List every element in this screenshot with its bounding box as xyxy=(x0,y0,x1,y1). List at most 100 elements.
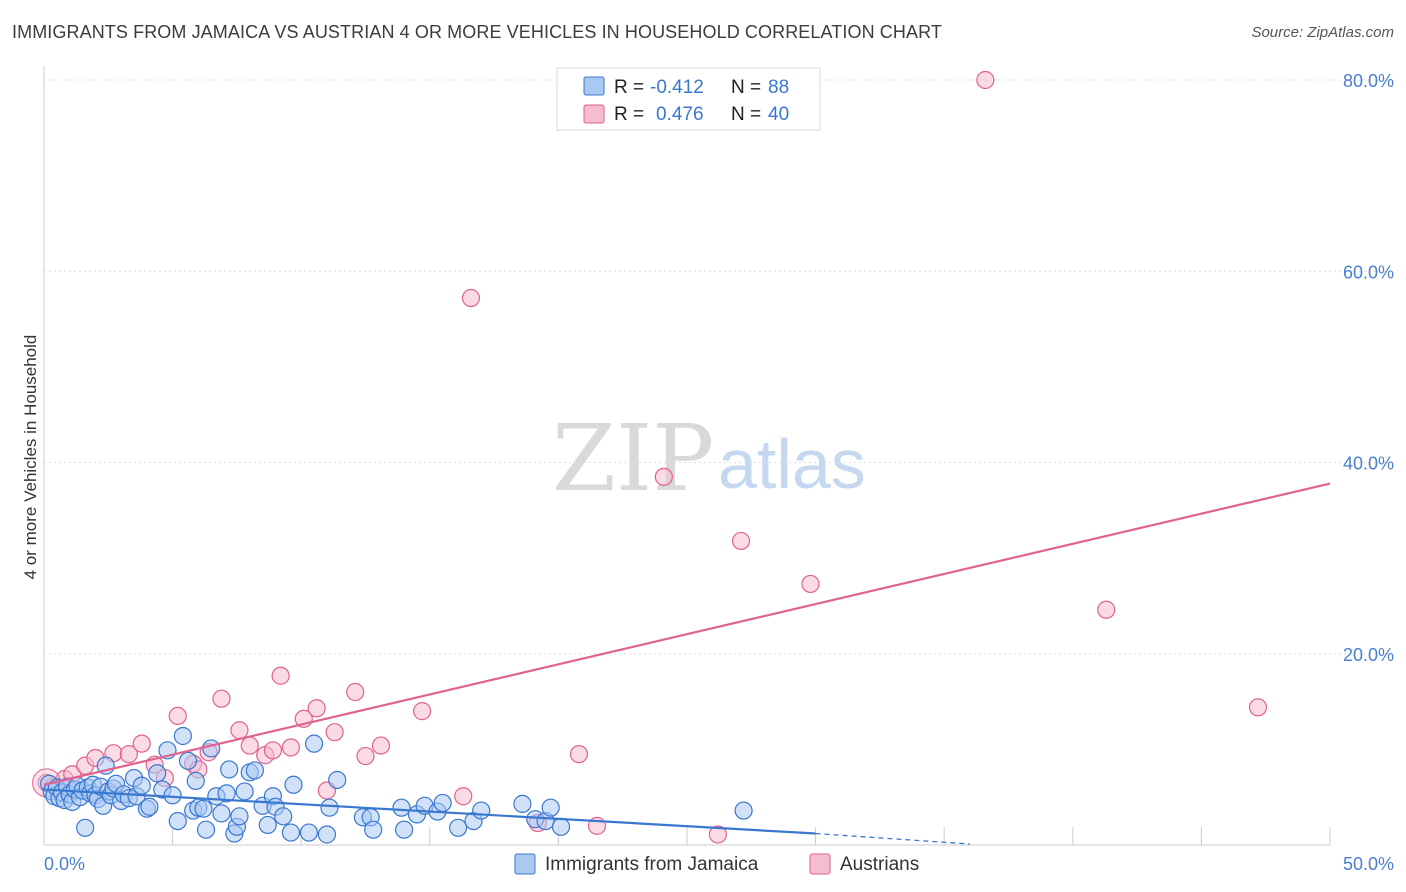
data-point xyxy=(317,825,337,844)
data-point xyxy=(541,798,560,817)
data-point xyxy=(132,776,151,795)
legend-n-label-austrians: N = xyxy=(731,104,761,125)
chart-title: IMMIGRANTS FROM JAMAICA VS AUSTRIAN 4 OR… xyxy=(12,22,942,42)
data-point xyxy=(284,775,303,794)
series-legend-swatch-austrians xyxy=(809,853,831,875)
legend-n-label-jamaica: N = xyxy=(731,77,761,98)
data-point xyxy=(212,689,231,708)
legend-swatch-austrians xyxy=(583,104,605,124)
trend-lines xyxy=(43,482,1331,845)
series-legend-swatch-jamaica xyxy=(514,853,536,875)
source-label: Source: ZipAtlas.com xyxy=(1251,24,1394,41)
data-point xyxy=(371,736,391,755)
data-point xyxy=(1097,600,1116,619)
y-tick-label-40: 40.0% xyxy=(1343,454,1394,474)
data-point xyxy=(569,745,589,764)
data-point xyxy=(433,793,452,813)
x-tick-labels: 0.0% 50.0% xyxy=(44,854,1394,874)
series-legend-label-jamaica: Immigrants from Jamaica xyxy=(545,854,759,875)
trend-line-austrians xyxy=(43,482,1331,786)
y-tick-label-60: 60.0% xyxy=(1343,262,1394,282)
data-point xyxy=(230,807,249,826)
data-point xyxy=(212,804,231,823)
data-point xyxy=(461,288,481,308)
series-legend: Immigrants from Jamaica Austrians xyxy=(514,853,919,875)
data-point xyxy=(346,682,365,702)
data-point xyxy=(235,782,254,801)
data-point xyxy=(194,799,213,818)
data-point xyxy=(119,745,138,764)
data-point xyxy=(263,741,283,760)
data-point xyxy=(364,820,383,839)
data-point xyxy=(320,798,339,817)
data-point xyxy=(196,820,216,839)
data-point xyxy=(186,771,205,791)
data-point xyxy=(513,794,532,813)
data-point xyxy=(304,734,324,753)
data-point xyxy=(801,574,820,594)
data-point xyxy=(551,817,571,836)
data-point xyxy=(731,531,751,551)
x-tick-label-max: 50.0% xyxy=(1343,854,1394,874)
data-point xyxy=(356,746,375,766)
trend-line-jamaica xyxy=(43,788,816,835)
data-point xyxy=(140,797,159,816)
data-point xyxy=(412,702,432,721)
y-tick-label-20: 20.0% xyxy=(1343,645,1394,665)
legend-r-value-jamaica: -0.412 xyxy=(650,77,704,98)
data-point xyxy=(202,739,221,758)
y-tick-label-80: 80.0% xyxy=(1343,71,1394,91)
data-point xyxy=(448,818,468,837)
data-point xyxy=(178,751,198,770)
data-point xyxy=(394,820,414,839)
legend-n-value-austrians: 40 xyxy=(768,104,789,125)
legend-n-value-jamaica: 88 xyxy=(768,77,789,98)
data-point xyxy=(148,764,167,783)
x-tick-label-min: 0.0% xyxy=(44,854,85,874)
data-point xyxy=(454,787,473,806)
jamaica-points xyxy=(40,726,753,844)
data-point xyxy=(271,666,290,685)
data-point xyxy=(274,807,293,826)
data-point xyxy=(217,784,236,803)
data-point xyxy=(307,699,326,718)
trend-line-jamaica-extension xyxy=(815,832,970,845)
legend-r-label-jamaica: R = xyxy=(614,77,644,98)
axes xyxy=(43,66,1331,846)
data-point xyxy=(173,726,192,746)
data-point xyxy=(281,738,301,757)
data-point xyxy=(168,811,187,831)
series-legend-label-austrians: Austrians xyxy=(840,854,919,875)
watermark: ZIP atlas xyxy=(552,405,866,512)
data-point xyxy=(654,467,673,486)
data-point xyxy=(708,825,727,844)
correlation-legend: R = -0.412 N = 88 R = 0.476 N = 40 xyxy=(556,67,821,131)
gridlines xyxy=(44,79,1394,655)
data-point xyxy=(163,786,182,805)
data-point xyxy=(168,706,187,726)
data-point xyxy=(240,736,259,755)
legend-r-label-austrians: R = xyxy=(614,104,644,125)
data-point xyxy=(976,70,995,90)
data-point xyxy=(328,770,347,790)
data-point xyxy=(392,798,411,817)
data-point xyxy=(281,823,301,842)
data-point xyxy=(245,761,265,780)
data-point xyxy=(1248,698,1268,717)
y-tick-labels: 20.0% 40.0% 60.0% 80.0% xyxy=(1343,71,1394,665)
data-point xyxy=(299,823,319,842)
data-point xyxy=(258,815,277,835)
data-point xyxy=(220,760,239,779)
data-point xyxy=(76,818,95,837)
watermark-zip: ZIP xyxy=(552,405,714,512)
data-point xyxy=(472,801,491,820)
watermark-atlas: atlas xyxy=(718,425,866,503)
data-point xyxy=(230,721,249,740)
data-point xyxy=(325,723,344,742)
y-axis-label: 4 or more Vehicles in Household xyxy=(21,335,40,580)
data-point xyxy=(132,734,151,753)
legend-swatch-jamaica xyxy=(583,76,605,96)
data-point xyxy=(734,801,753,820)
legend-r-value-austrians: 0.476 xyxy=(656,104,704,125)
